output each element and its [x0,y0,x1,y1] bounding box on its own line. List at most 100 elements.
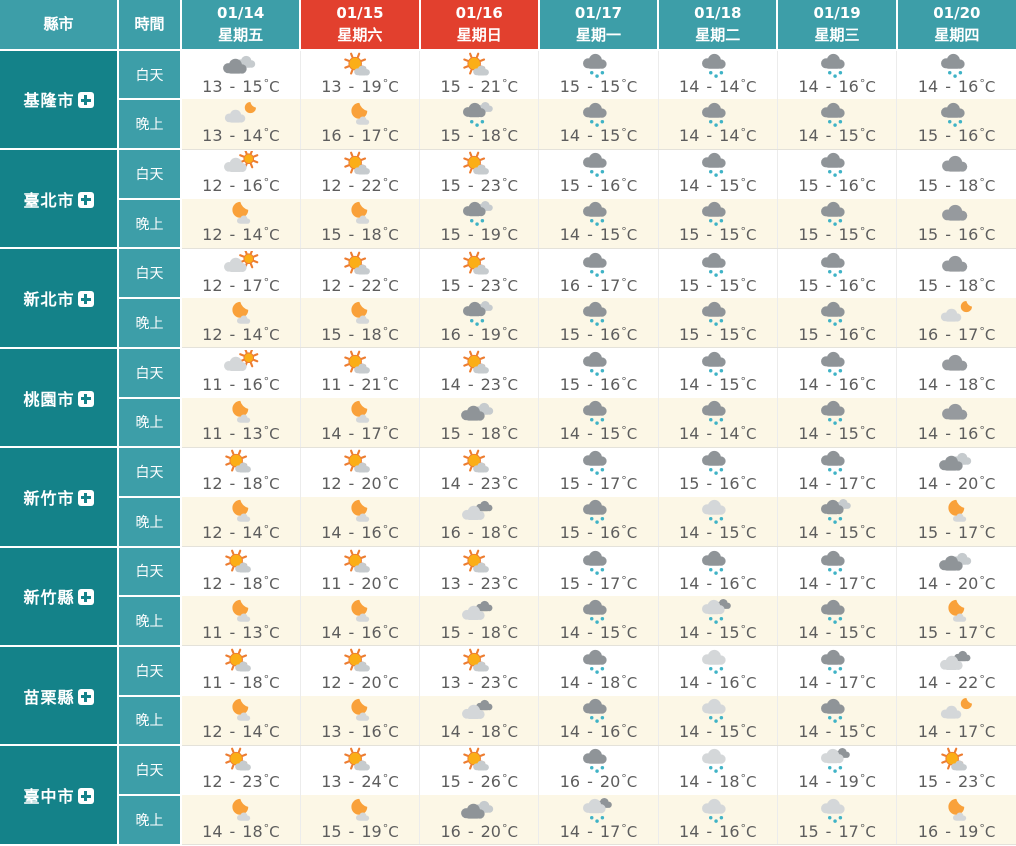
temp-low: 14 [917,474,939,494]
temp-low: 15 [679,225,700,245]
weather-icon-moon-cloud [947,599,966,622]
temp-high: 18 [242,474,263,494]
column-header-0115: 01/15 星期六 [300,0,421,51]
degree-symbol: ° [979,324,985,338]
forecast-cell: 12-17°C [181,248,301,299]
temperature-range: 14-17°C [778,575,896,596]
forecast-cell: 14-17°C [300,397,421,448]
column-header-0116: 01/16 星期日 [419,0,540,51]
temp-high: 16 [958,225,979,245]
temp-low: 14 [798,374,819,394]
expand-plus-icon[interactable] [77,191,94,208]
temp-unit: C [626,674,638,693]
temperature-range: 14-16°C [659,575,777,596]
weather-icon-moon-cloud [351,202,370,225]
forecast-cell: 15-16°C [538,496,659,548]
expand-plus-icon[interactable] [77,688,94,705]
city-cell[interactable]: 基隆市 [0,49,120,151]
temp-unit: C [865,574,876,593]
temp-dash: - [587,523,593,543]
weather-icon-rain [582,649,607,674]
weather-icon-sun-cloud [225,549,251,573]
temperature-range: 14-16°C [659,674,777,695]
expand-plus-icon[interactable] [77,92,94,109]
temp-dash: - [825,573,832,593]
temp-high: 17 [242,275,263,295]
temperature-range: 11-21°C [301,376,419,397]
forecast-cell: 15-17°C [896,596,1016,647]
weather-icon-wrap [182,399,300,425]
expand-plus-icon[interactable] [77,489,94,506]
header-weekday: 星期六 [337,26,383,45]
temp-unit: C [746,425,757,444]
city-cell[interactable]: 苗栗縣 [0,645,120,747]
degree-symbol: ° [382,821,389,835]
temperature-range: 15-18°C [897,277,1016,298]
temp-high: 20 [361,474,382,494]
time-label-night: 晚上 [118,695,183,747]
forecast-cell: 12-18°C [181,447,301,497]
temperature-range: 12-18°C [182,475,300,496]
temperature-range: 12-14°C [182,326,300,347]
temperature-range: 15-18°C [420,624,538,645]
temp-dash: - [945,622,951,642]
temp-unit: C [626,375,638,394]
temp-unit: C [388,524,399,543]
temp-dash: - [825,374,832,394]
city-cell[interactable]: 新北市 [0,248,120,349]
weather-icon-wrap [778,101,896,127]
temperature-range: 14-15°C [778,425,896,446]
degree-symbol: ° [501,424,508,438]
temp-unit: C [865,674,876,693]
degree-symbol: ° [740,722,747,736]
forecast-cell: 14-15°C [538,99,659,150]
temp-high: 23 [958,772,979,792]
city-cell[interactable]: 臺北市 [0,149,120,250]
weather-icon-cloud-sun [223,250,259,272]
degree-symbol: ° [979,673,985,687]
temp-dash: - [348,424,355,444]
degree-symbol: ° [859,77,866,91]
degree-symbol: ° [621,523,627,537]
temp-unit: C [984,375,996,394]
city-cell[interactable]: 新竹縣 [0,546,120,647]
temp-dash: - [229,176,236,196]
temp-unit: C [865,177,876,196]
city-cell[interactable]: 新竹市 [0,447,120,548]
weather-icon-sun-cloud [940,748,967,771]
temperature-range: 14-16°C [539,723,657,744]
city-cell[interactable]: 臺中市 [0,745,120,846]
temp-dash: - [706,424,713,444]
weather-icon-rain [701,550,726,575]
temp-unit: C [388,822,399,841]
degree-symbol: ° [263,821,270,835]
time-label-day: 白天 [118,347,183,399]
temp-high: 20 [361,573,382,593]
temp-low: 15 [679,324,700,344]
degree-symbol: ° [382,225,389,239]
degree-symbol: ° [501,77,508,91]
temp-dash: - [825,275,832,295]
temp-unit: C [388,674,399,693]
temp-low: 14 [798,622,819,642]
expand-plus-icon[interactable] [77,291,94,308]
degree-symbol: ° [501,573,508,587]
forecast-cell: 11-21°C [300,347,421,398]
weather-icon-rain [821,102,845,127]
city-cell[interactable]: 桃園市 [0,347,120,449]
temp-low: 15 [798,275,819,295]
weather-icon-wrap [897,151,1016,177]
degree-symbol: ° [263,324,270,338]
temp-dash: - [825,821,832,841]
temp-high: 18 [480,722,501,742]
forecast-cell: 11-16°C [181,347,301,398]
expand-plus-icon[interactable] [77,788,94,804]
degree-symbol: ° [382,722,389,736]
weather-icon-rain [821,550,845,575]
expand-plus-icon[interactable] [77,390,94,407]
temp-dash: - [467,125,474,145]
expand-plus-icon[interactable] [77,589,94,606]
temperature-range: 15-21°C [420,78,538,99]
forecast-cell: 14-15°C [658,596,778,647]
